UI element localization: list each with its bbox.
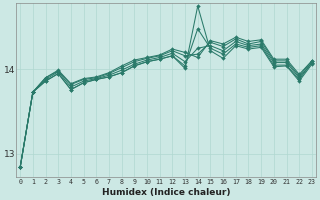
X-axis label: Humidex (Indice chaleur): Humidex (Indice chaleur) (102, 188, 230, 197)
